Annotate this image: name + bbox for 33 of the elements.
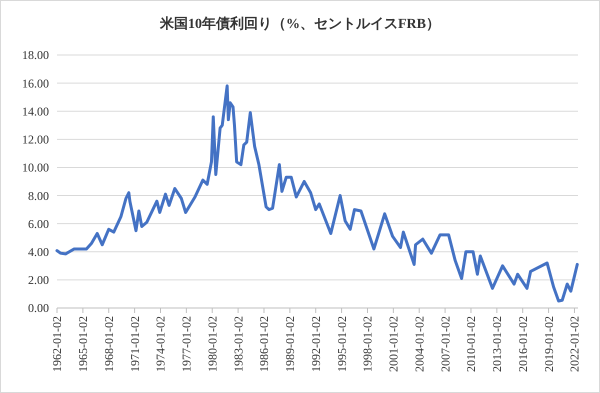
x-tick-label: 2001-01-02 bbox=[386, 316, 401, 372]
y-tick-label: 4.00 bbox=[28, 244, 49, 259]
x-tick-label: 2010-01-02 bbox=[464, 316, 478, 372]
x-tick-label: 1992-01-02 bbox=[308, 316, 323, 372]
y-tick-label: 8.00 bbox=[28, 188, 49, 203]
y-tick-label: 16.00 bbox=[22, 76, 49, 90]
x-tick-label: 1965-01-02 bbox=[76, 316, 90, 372]
x-tick-label: 1998-01-02 bbox=[360, 316, 375, 372]
y-tick-label: 6.00 bbox=[28, 216, 49, 231]
y-tick-label: 18.00 bbox=[22, 48, 49, 62]
x-tick-label: 2004-01-02 bbox=[412, 316, 426, 372]
chart-title: 米国10年債利回り（%、セントルイスFRB） bbox=[159, 16, 440, 32]
y-tick-label: 10.00 bbox=[22, 160, 49, 175]
x-tick-label: 2016-01-02 bbox=[516, 316, 530, 372]
x-tick-label: 1995-01-02 bbox=[334, 316, 349, 372]
x-tick-label: 1968-01-02 bbox=[102, 316, 116, 372]
x-tick-label: 2019-01-02 bbox=[542, 316, 556, 372]
y-tick-label: 12.00 bbox=[22, 132, 49, 147]
x-tick-label: 1980-01-02 bbox=[205, 316, 220, 372]
x-tick-label: 2013-01-02 bbox=[490, 316, 504, 372]
y-tick-label: 14.00 bbox=[22, 104, 49, 118]
x-tick-label: 2022-01-02 bbox=[568, 316, 582, 372]
line-series bbox=[56, 84, 579, 302]
x-tick-label: 1971-01-02 bbox=[128, 316, 142, 372]
y-tick-label: 0.00 bbox=[28, 301, 49, 316]
y-tick-label: 2.00 bbox=[28, 273, 49, 288]
x-tick-label: 1986-01-02 bbox=[257, 316, 272, 372]
x-tick-label: 1989-01-02 bbox=[283, 316, 298, 372]
x-tick-label: 1977-01-02 bbox=[180, 316, 194, 372]
x-tick-label: 2007-01-02 bbox=[438, 316, 452, 372]
x-tick-label: 1962-01-02 bbox=[50, 316, 64, 372]
x-tick-label: 1983-01-02 bbox=[231, 316, 246, 372]
x-tick-label: 1974-01-02 bbox=[154, 316, 168, 372]
